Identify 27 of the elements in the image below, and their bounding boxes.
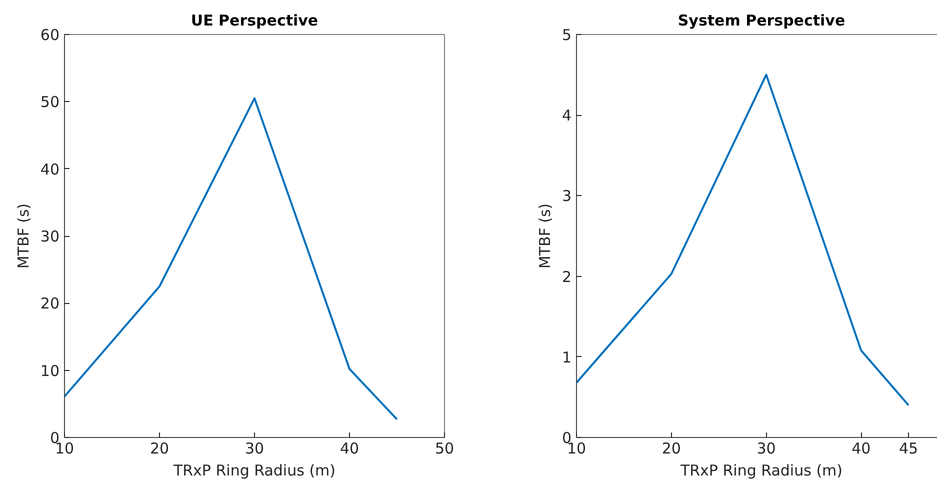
y-tick-label: 20 — [40, 294, 60, 313]
y-tick-label: 10 — [40, 362, 60, 380]
x-tick-label: 45 — [899, 440, 918, 458]
y-tick-label: 2 — [562, 268, 572, 286]
y-tick-label: 40 — [40, 160, 60, 178]
y-tick-label: 30 — [40, 228, 60, 246]
x-axis-title: TRxP Ring Radius (m) — [679, 462, 843, 480]
x-axis-title: TRxP Ring Radius (m) — [172, 462, 336, 480]
y-tick-label: 4 — [562, 106, 572, 125]
x-tick-label: 50 — [434, 440, 454, 458]
y-tick-label: 3 — [562, 187, 572, 206]
chart-title: UE Perspective — [190, 12, 318, 30]
y-axis-title: MTBF (s) — [14, 203, 32, 269]
chart-title: System Perspective — [678, 12, 846, 30]
x-tick-label: 40 — [340, 440, 360, 458]
x-tick-label: 20 — [662, 440, 681, 458]
y-tick-label: 60 — [40, 26, 60, 44]
y-tick-label: 1 — [562, 348, 572, 366]
line-series — [64, 97, 398, 420]
y-axis-title: MTBF (s) — [536, 203, 554, 269]
x-tick-label: 20 — [150, 440, 170, 458]
x-tick-label: 40 — [852, 440, 871, 458]
x-tick-label: 30 — [244, 440, 264, 458]
y-tick-label: 5 — [562, 26, 572, 44]
y-tick-label: 50 — [40, 93, 60, 112]
line-series — [576, 74, 910, 406]
x-tick-label: 30 — [756, 440, 776, 458]
